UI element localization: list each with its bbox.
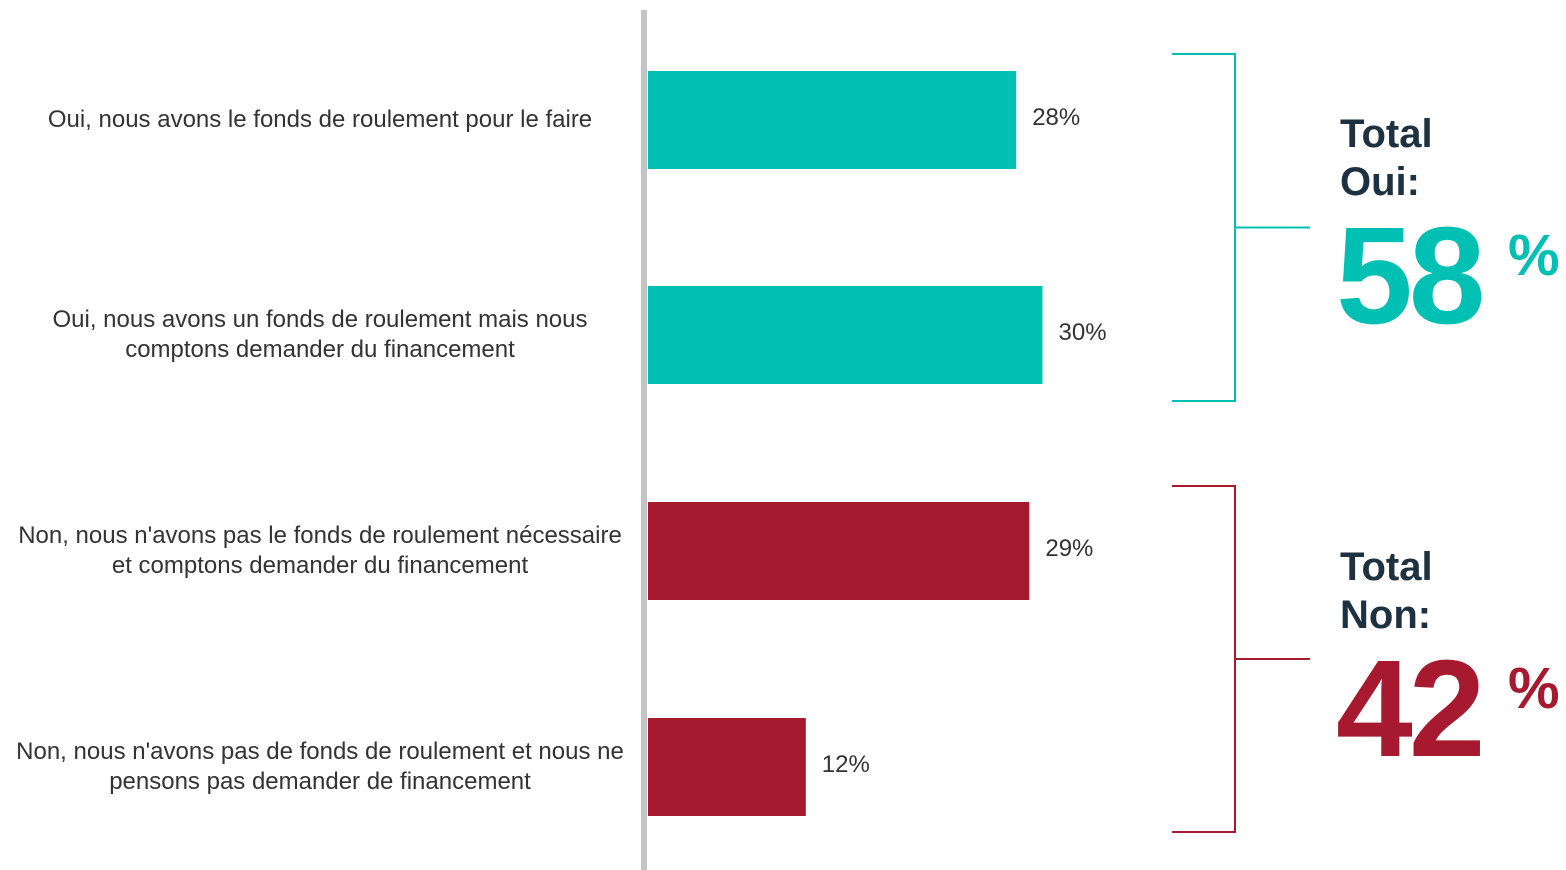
- bar: [648, 286, 1043, 384]
- group-bracket: [1172, 53, 1310, 402]
- bar: [648, 71, 1017, 169]
- category-label: Non, nous n'avons pas le fonds de roulem…: [18, 522, 622, 579]
- category-label: Oui, nous avons un fonds de roulement ma…: [52, 306, 588, 363]
- axis-line: [641, 10, 647, 870]
- value-label: 12%: [821, 751, 870, 778]
- value-label: 28%: [1032, 104, 1081, 131]
- group-title: Total Non:: [1340, 545, 1433, 637]
- group-bracket: [1172, 485, 1310, 833]
- group-title: Total Oui:: [1340, 112, 1433, 204]
- bar: [648, 502, 1030, 600]
- group-total: 42: [1336, 632, 1485, 786]
- category-label: Non, nous n'avons pas de fonds de roulem…: [16, 738, 624, 795]
- value-label: 30%: [1058, 319, 1107, 346]
- group-unit: %: [1508, 656, 1560, 721]
- value-label: 29%: [1045, 535, 1094, 562]
- bar: [648, 718, 806, 816]
- group-total: 58: [1336, 199, 1485, 353]
- group-unit: %: [1508, 223, 1560, 288]
- category-label: Oui, nous avons le fonds de roulement po…: [47, 106, 593, 133]
